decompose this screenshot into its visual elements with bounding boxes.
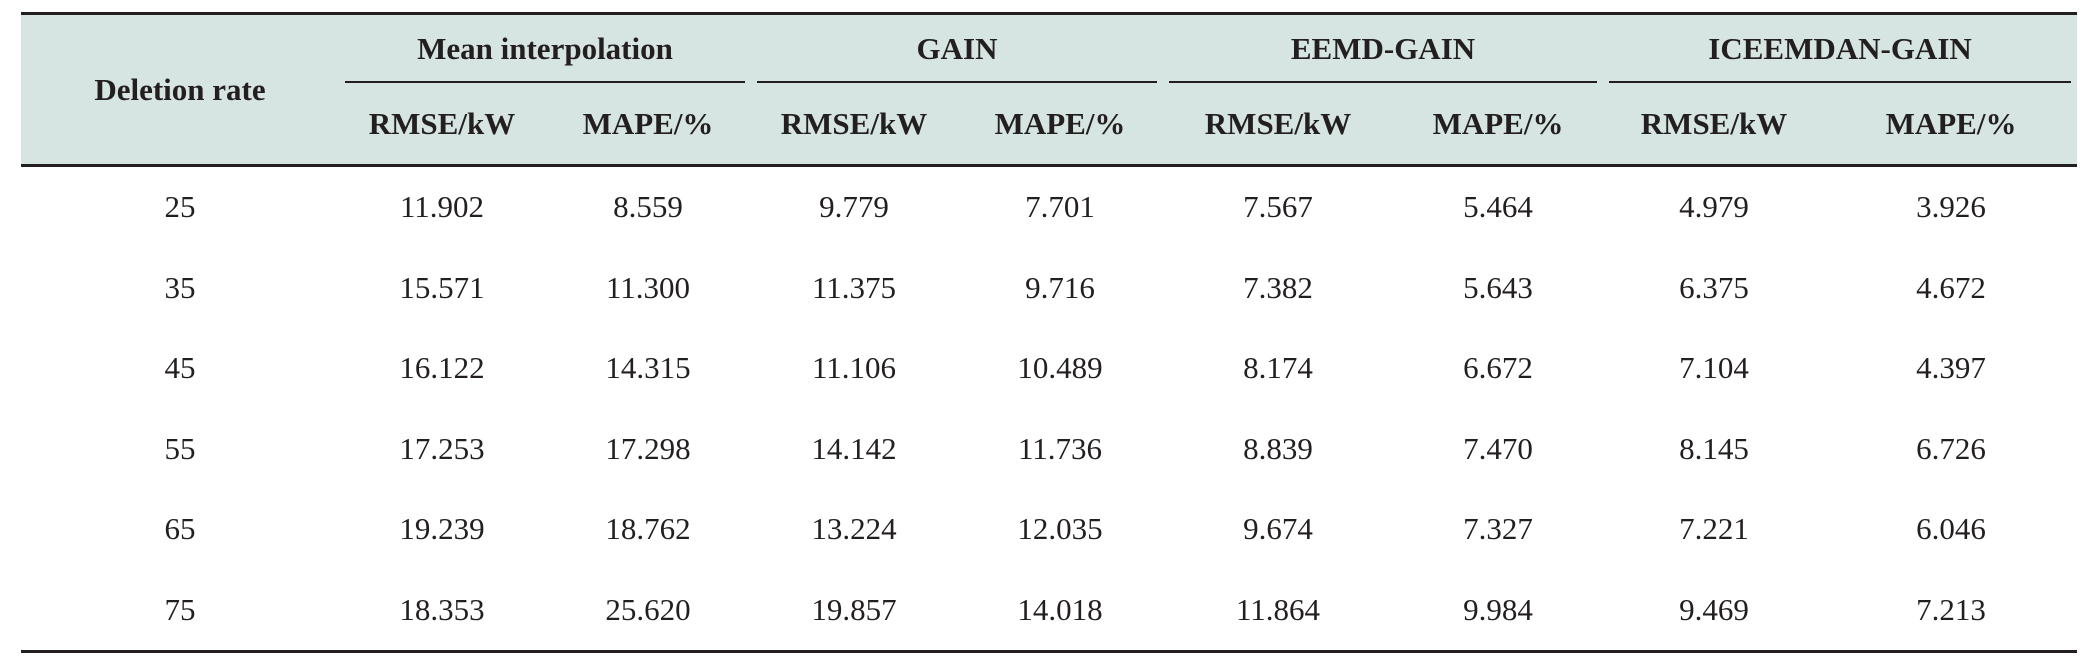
- results-table-container: Deletion rate Mean interpolation GAIN EE…: [21, 12, 2078, 653]
- results-table: Deletion rate Mean interpolation GAIN EE…: [21, 12, 2078, 653]
- table-cell: 7.327: [1463, 511, 1533, 547]
- deletion-rate-cell: 25: [21, 164, 339, 248]
- table-cell: 11.736: [1017, 430, 1103, 466]
- table-cell: 10.489: [1017, 350, 1103, 386]
- table-header: Deletion rate Mean interpolation GAIN EE…: [21, 12, 2078, 166]
- deletion-rate-header: Deletion rate: [21, 12, 339, 166]
- table-cell: 7.382: [1243, 269, 1313, 305]
- table-cell: 8.559: [545, 164, 751, 248]
- table-row: 75 18.353 25.620 19.857 14.018 11.864 9.…: [21, 569, 2078, 653]
- group-label: GAIN: [916, 31, 998, 66]
- table-cell: 13.224: [811, 511, 897, 547]
- deletion-rate-cell: 55: [164, 430, 196, 466]
- table-cell: 9.779: [751, 164, 957, 248]
- table-cell: 11.864: [1163, 569, 1394, 653]
- table-cell: 14.018: [957, 569, 1164, 653]
- table-cell: 7.701: [957, 164, 1164, 248]
- table-cell: 9.674: [1243, 511, 1313, 547]
- group-underline: [1169, 81, 1598, 83]
- table-cell: 11.106: [811, 350, 897, 386]
- group-header-gain: GAIN: [751, 12, 1164, 83]
- deletion-rate-cell: 45: [164, 350, 196, 386]
- table-cell: 18.353: [339, 569, 545, 653]
- metric-header-mape: MAPE/%: [545, 83, 751, 166]
- table-cell: 4.397: [1916, 350, 1986, 386]
- group-underline: [1609, 81, 2072, 83]
- group-label: ICEEMDAN-GAIN: [1708, 31, 1972, 66]
- table-cell: 11.300: [605, 269, 691, 305]
- table-cell: 18.762: [605, 511, 691, 547]
- table-cell: 16.122: [399, 350, 485, 386]
- table-cell: 7.104: [1679, 350, 1749, 386]
- table-cell: 19.239: [399, 511, 485, 547]
- deletion-rate-cell: 65: [164, 511, 196, 547]
- table-row: 45 16.122 14.315 11.106 10.489 8.174 6.6…: [21, 328, 2077, 409]
- table-body: 25 11.902 8.559 9.779 7.701 7.567 5.464 …: [21, 164, 2078, 653]
- group-underline: [757, 81, 1158, 83]
- table-cell: 6.726: [1916, 430, 1986, 466]
- table-cell: 4.672: [1916, 269, 1986, 305]
- table-cell: 14.315: [605, 350, 691, 386]
- table-cell: 12.035: [1017, 511, 1103, 547]
- group-header-eemd-gain: EEMD-GAIN: [1163, 12, 1604, 83]
- metric-header-rmse: RMSE/kW: [339, 83, 545, 166]
- table-cell: 5.464: [1393, 164, 1604, 248]
- table-cell: 9.984: [1393, 569, 1604, 653]
- deletion-rate-cell: 35: [164, 269, 196, 305]
- group-label: EEMD-GAIN: [1290, 31, 1476, 66]
- table-cell: 25.620: [545, 569, 751, 653]
- table-cell: 4.979: [1603, 164, 1826, 248]
- table-cell: 7.470: [1463, 430, 1533, 466]
- deletion-rate-cell: 75: [21, 569, 339, 653]
- group-header-iceemdan-gain: ICEEMDAN-GAIN: [1603, 12, 2078, 83]
- table-cell: 8.174: [1243, 350, 1313, 386]
- table-cell: 9.469: [1603, 569, 1826, 653]
- table-cell: 15.571: [399, 269, 485, 305]
- table-cell: 14.142: [811, 430, 897, 466]
- table-cell: 7.567: [1163, 164, 1394, 248]
- table-cell: 6.672: [1463, 350, 1533, 386]
- table-cell: 7.221: [1679, 511, 1749, 547]
- metric-header-rmse: RMSE/kW: [751, 83, 957, 166]
- table-cell: 8.839: [1243, 430, 1313, 466]
- table-cell: 9.716: [1025, 269, 1095, 305]
- table-cell: 19.857: [751, 569, 957, 653]
- metric-header-mape: MAPE/%: [1393, 83, 1604, 166]
- table-cell: 17.298: [605, 430, 691, 466]
- group-header-mean-interpolation: Mean interpolation: [339, 12, 751, 83]
- table-cell: 8.145: [1679, 430, 1749, 466]
- table-cell: 11.902: [339, 164, 545, 248]
- table-cell: 17.253: [399, 430, 485, 466]
- table-row: 65 19.239 18.762 13.224 12.035 9.674 7.3…: [21, 489, 2077, 570]
- table-cell: 6.375: [1679, 269, 1749, 305]
- table-cell: 3.926: [1825, 164, 2078, 248]
- metric-header-rmse: RMSE/kW: [1163, 83, 1394, 166]
- table-row: 35 15.571 11.300 11.375 9.716 7.382 5.64…: [21, 248, 2077, 329]
- metric-header-rmse: RMSE/kW: [1603, 83, 1826, 166]
- table-row: 55 17.253 17.298 14.142 11.736 8.839 7.4…: [21, 409, 2077, 490]
- header-row-groups: Deletion rate Mean interpolation GAIN EE…: [21, 12, 2078, 166]
- metric-header-mape: MAPE/%: [957, 83, 1164, 166]
- table-cell: 11.375: [811, 269, 897, 305]
- table-cell: 7.213: [1825, 569, 2078, 653]
- header-row-metrics: RMSE/kW MAPE/% RMSE/kW MAPE/% RMSE/kW MA…: [21, 83, 2078, 166]
- table-cell: 6.046: [1916, 511, 1986, 547]
- metric-header-mape: MAPE/%: [1825, 83, 2078, 166]
- table-cell: 5.643: [1463, 269, 1533, 305]
- table-row: 25 11.902 8.559 9.779 7.701 7.567 5.464 …: [21, 164, 2078, 248]
- group-underline: [345, 81, 745, 83]
- group-label: Mean interpolation: [417, 31, 673, 66]
